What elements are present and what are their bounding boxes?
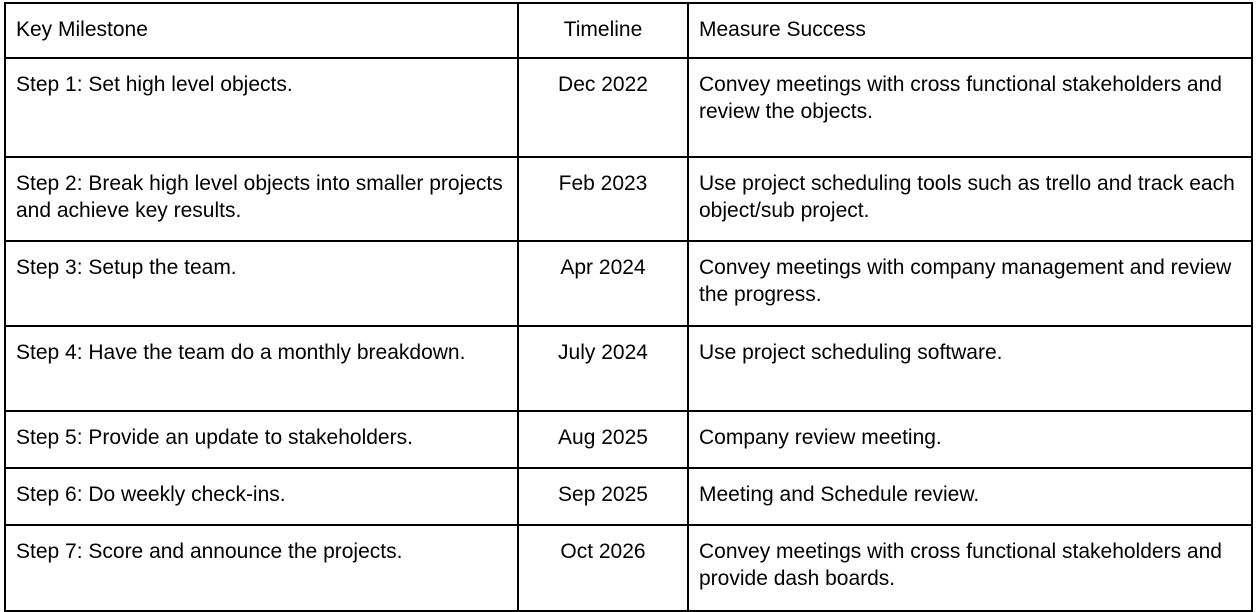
milestone-cell: Step 2: Break high level objects into sm… [4,156,519,242]
header-key-milestone: Key Milestone [4,2,519,59]
timeline-cell: Apr 2024 [517,240,689,327]
timeline-cell: July 2024 [517,325,689,412]
milestone-table: Key Milestone Timeline Measure Success S… [4,2,1253,612]
success-cell: Convey meetings with cross functional st… [687,57,1253,158]
milestone-cell: Step 4: Have the team do a monthly break… [4,325,519,412]
header-timeline: Timeline [517,2,689,59]
table-row: Step 3: Setup the team. Apr 2024 Convey … [4,240,1253,327]
timeline-cell: Oct 2026 [517,524,689,612]
table-row: Step 5: Provide an update to stakeholder… [4,410,1253,469]
success-cell: Use project scheduling software. [687,325,1253,412]
table-row: Step 1: Set high level objects. Dec 2022… [4,57,1253,158]
milestone-cell: Step 7: Score and announce the projects. [4,524,519,612]
table-row: Step 6: Do weekly check-ins. Sep 2025 Me… [4,467,1253,526]
milestone-cell: Step 1: Set high level objects. [4,57,519,158]
table-header-row: Key Milestone Timeline Measure Success [4,2,1253,59]
table-row: Step 2: Break high level objects into sm… [4,156,1253,242]
table-row: Step 4: Have the team do a monthly break… [4,325,1253,412]
success-cell: Convey meetings with cross functional st… [687,524,1253,612]
milestone-cell: Step 5: Provide an update to stakeholder… [4,410,519,469]
milestone-cell: Step 6: Do weekly check-ins. [4,467,519,526]
table-row: Step 7: Score and announce the projects.… [4,524,1253,612]
timeline-cell: Dec 2022 [517,57,689,158]
milestone-cell: Step 3: Setup the team. [4,240,519,327]
success-cell: Meeting and Schedule review. [687,467,1253,526]
header-measure-success: Measure Success [687,2,1253,59]
success-cell: Convey meetings with company management … [687,240,1253,327]
timeline-cell: Sep 2025 [517,467,689,526]
success-cell: Use project scheduling tools such as tre… [687,156,1253,242]
timeline-cell: Feb 2023 [517,156,689,242]
success-cell: Company review meeting. [687,410,1253,469]
timeline-cell: Aug 2025 [517,410,689,469]
